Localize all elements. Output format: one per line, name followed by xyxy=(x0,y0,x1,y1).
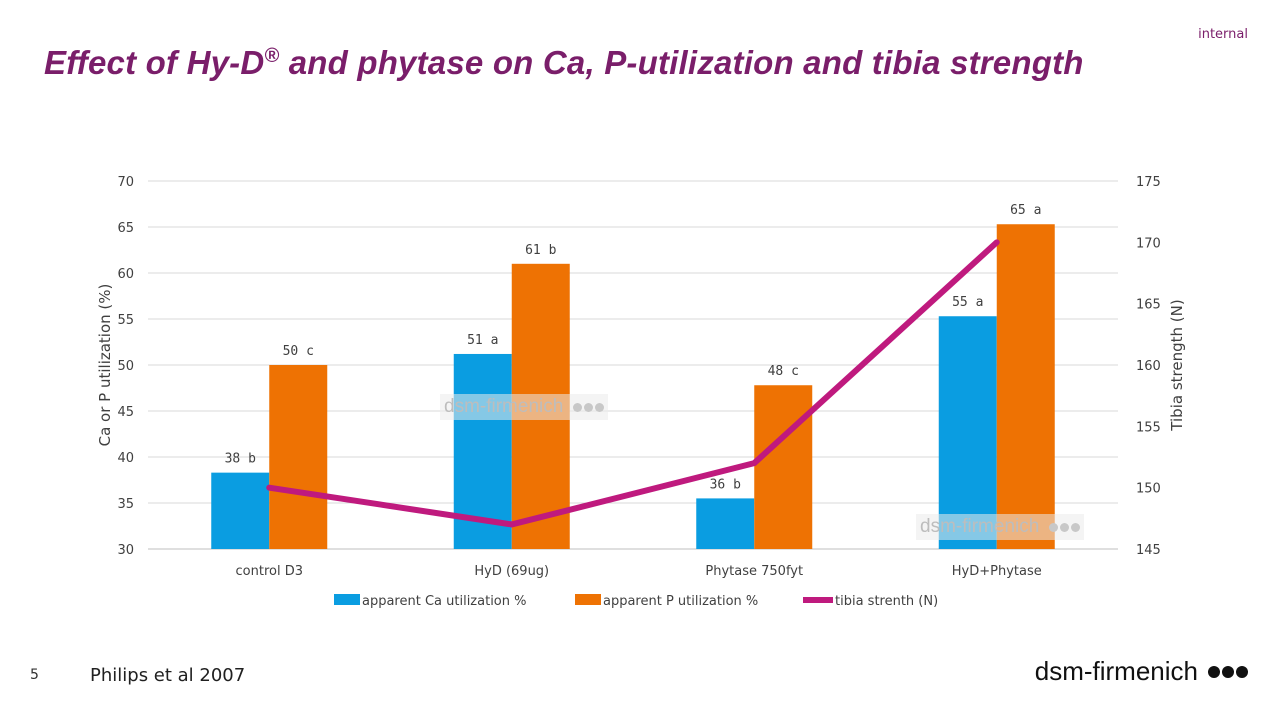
y-left-axis-title: Ca or P utilization (%) xyxy=(96,284,114,447)
bar-data-label: 55 a xyxy=(952,295,983,310)
bar-ca-utilization xyxy=(696,498,755,549)
x-category-label: control D3 xyxy=(236,564,303,579)
y-right-tick-label: 175 xyxy=(1136,175,1161,190)
y-right-tick-label: 155 xyxy=(1136,420,1161,435)
bar-p-utilization xyxy=(269,365,328,549)
y-left-tick-label: 45 xyxy=(117,405,134,420)
bar-ca-utilization xyxy=(211,472,270,549)
legend-label: tibia strenth (N) xyxy=(835,594,938,609)
bar-data-label: 48 c xyxy=(768,364,799,379)
legend-label: apparent Ca utilization % xyxy=(362,594,527,609)
labels-layer: 38 b 51 a 36 b 55 a 50 c 61 b 48 c 65 a xyxy=(225,203,1042,492)
registered-mark: ® xyxy=(264,45,280,67)
title-main: Effect of Hy-D xyxy=(44,44,265,81)
y-right-tick-label: 160 xyxy=(1136,359,1161,374)
tibia-strength-line xyxy=(266,239,1000,528)
tibia-strength-point xyxy=(509,521,515,527)
y-left-tick-label: 50 xyxy=(117,359,134,374)
x-category-label: Phytase 750fyt xyxy=(705,564,803,579)
page-number: 5 xyxy=(30,667,39,683)
tibia-strength-point xyxy=(266,485,272,491)
y-right-tick-label: 145 xyxy=(1136,543,1161,558)
watermark-1: dsm-firmenich xyxy=(440,394,609,420)
y-right-tick-label: 170 xyxy=(1136,236,1161,251)
watermark-text: dsm-firmenich xyxy=(444,396,564,417)
legend-layer: apparent Ca utilization % apparent P util… xyxy=(334,594,938,609)
tibia-strength-point xyxy=(994,239,1000,245)
watermark-dots-icon xyxy=(571,402,605,412)
brand-logo: dsm-firmenich xyxy=(1035,656,1248,687)
bar-data-label: 36 b xyxy=(710,477,741,492)
legend-swatch xyxy=(575,594,601,605)
bar-data-label: 38 b xyxy=(225,452,256,467)
axes-layer: 30 35 40 45 50 55 60 65 70 145 150 155 160 165 170 175 C… xyxy=(96,175,1186,579)
brand-dots-icon xyxy=(1206,665,1248,678)
bar-data-label: 50 c xyxy=(283,344,314,359)
bar-data-label: 51 a xyxy=(467,333,498,348)
y-left-tick-label: 65 xyxy=(117,221,134,236)
title-rest: and phytase on Ca, P-utilization and tib… xyxy=(279,44,1084,81)
y-left-tick-label: 55 xyxy=(117,313,134,328)
bars-layer xyxy=(211,224,1055,550)
bar-data-label: 61 b xyxy=(525,243,556,258)
internal-tag: internal xyxy=(1198,27,1248,42)
y-left-tick-label: 30 xyxy=(117,543,134,558)
y-left-tick-label: 35 xyxy=(117,497,134,512)
bar-p-utilization xyxy=(754,385,813,549)
y-right-axis-title: Tibia strength (N) xyxy=(1168,299,1186,431)
y-right-tick-label: 165 xyxy=(1136,298,1161,313)
bar-data-label: 65 a xyxy=(1010,203,1041,218)
legend-swatch xyxy=(334,594,360,605)
watermark-2: dsm-firmenich xyxy=(916,514,1085,540)
brand-name: dsm-firmenich xyxy=(1034,656,1198,686)
bar-p-utilization xyxy=(996,224,1055,550)
watermark-dots-icon xyxy=(1047,522,1081,532)
y-left-tick-label: 40 xyxy=(117,451,134,466)
source-citation: Philips et al 2007 xyxy=(90,665,246,686)
y-right-tick-label: 150 xyxy=(1136,482,1161,497)
watermark-text: dsm-firmenich xyxy=(920,516,1040,537)
legend-label: apparent P utilization % xyxy=(603,594,758,609)
slide-title: Effect of Hy-D® and phytase on Ca, P-uti… xyxy=(44,44,1084,82)
y-left-tick-label: 70 xyxy=(117,175,134,190)
line-layer xyxy=(266,239,1000,528)
tibia-strength-point xyxy=(751,460,757,466)
y-left-tick-label: 60 xyxy=(117,267,134,282)
x-category-label: HyD+Phytase xyxy=(952,564,1042,579)
bar-ca-utilization xyxy=(938,316,997,549)
x-category-label: HyD (69ug) xyxy=(474,564,549,579)
